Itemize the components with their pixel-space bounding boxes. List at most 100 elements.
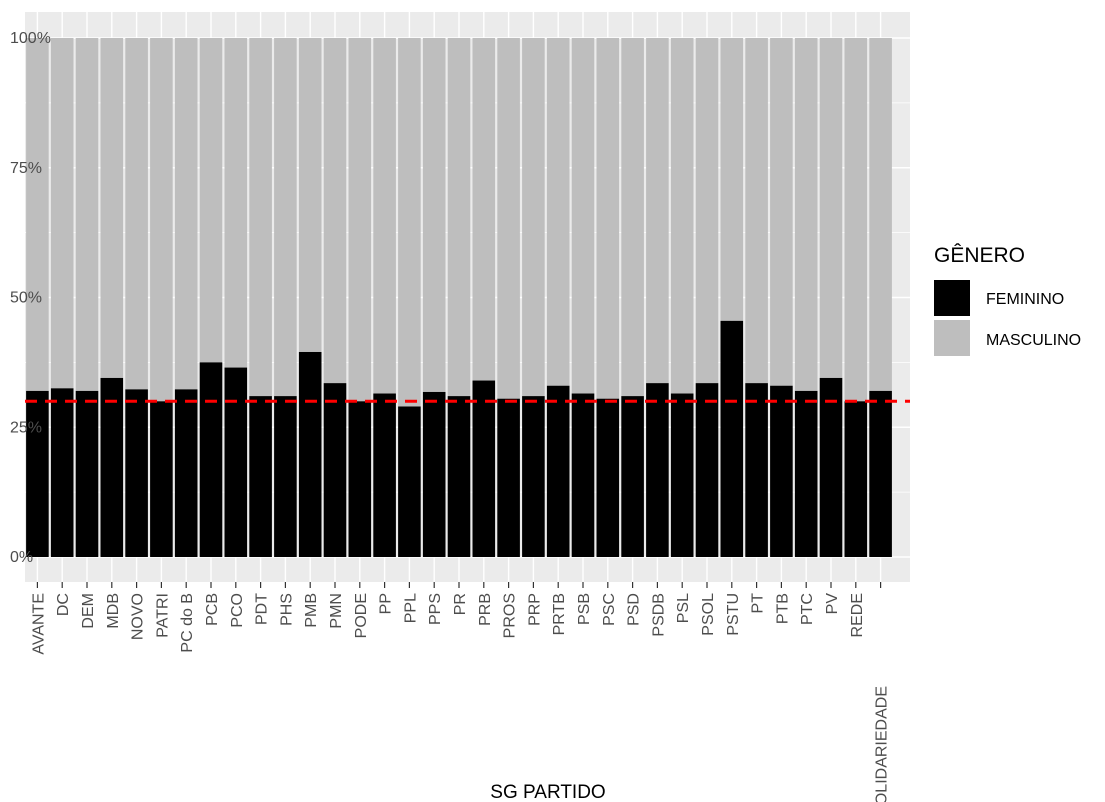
y-tick-label: 25%: [10, 419, 42, 436]
bar-masculino: [522, 38, 545, 397]
bar-feminino: [150, 401, 173, 557]
x-tick-label: REDE: [849, 593, 866, 637]
bar-feminino: [869, 390, 892, 557]
bar-masculino: [596, 38, 620, 399]
x-tick-label: PROS: [502, 593, 519, 638]
x-tick-label: PRTB: [551, 593, 568, 635]
bar-masculino: [348, 38, 372, 402]
x-tick-label: PSB: [576, 593, 593, 625]
bar-masculino: [323, 38, 347, 384]
x-tick-label: DC: [55, 593, 72, 616]
x-tick-label: PSDB: [650, 593, 667, 637]
bar-masculino: [150, 38, 173, 402]
x-tick-label: PC do B: [179, 593, 196, 653]
x-tick-label: PPS: [427, 593, 444, 625]
bar-masculino: [174, 38, 198, 390]
x-tick-label: AVANTE: [30, 593, 47, 655]
x-tick-label: PCB: [204, 593, 221, 626]
bar-feminino: [100, 377, 124, 557]
bar-feminino: [75, 390, 99, 557]
bar-masculino: [695, 38, 719, 384]
bar-feminino: [50, 388, 74, 557]
bar-masculino: [50, 38, 74, 389]
bar-feminino: [646, 383, 669, 557]
bar-masculino: [274, 38, 297, 397]
x-tick-label: PV: [824, 593, 841, 615]
bar-masculino: [646, 38, 669, 384]
bar-feminino: [571, 393, 595, 557]
legend: GÊNERO FEMININO MASCULINO: [934, 244, 1081, 356]
bar-masculino: [745, 38, 768, 384]
x-tick-label: PTB: [774, 593, 791, 624]
bar-masculino: [670, 38, 694, 394]
x-tick-label: NOVO: [130, 593, 147, 640]
legend-label-feminino: FEMININO: [986, 291, 1064, 308]
bar-masculino: [869, 38, 892, 391]
bar-feminino: [670, 393, 694, 557]
x-tick-label: PSTU: [725, 593, 742, 636]
x-axis-title: SG PARTIDO: [490, 782, 605, 802]
y-axis: 0% 25% 50% 75% 100%: [10, 30, 51, 566]
bar-masculino: [26, 38, 49, 391]
y-tick-label: 50%: [10, 290, 42, 307]
bar-feminino: [224, 367, 248, 557]
x-tick-label: PCO: [229, 593, 246, 628]
x-tick-label: PDT: [254, 593, 271, 625]
bar-masculino: [100, 38, 124, 378]
bar-masculino: [373, 38, 396, 394]
bar-masculino: [422, 38, 446, 392]
bar-feminino: [298, 351, 322, 557]
y-tick-label: 75%: [10, 160, 42, 177]
bar-feminino: [770, 385, 793, 557]
bar-masculino: [819, 38, 843, 378]
x-tick-label: PATRI: [154, 593, 171, 638]
bar-masculino: [447, 38, 471, 397]
x-tick-label: PMB: [303, 593, 320, 628]
bar-feminino: [844, 401, 868, 557]
bar-masculino: [621, 38, 644, 397]
x-tick-label: PRB: [477, 593, 494, 626]
bar-masculino: [497, 38, 520, 399]
bar-feminino: [422, 391, 446, 557]
x-tick-label: PSL: [675, 593, 692, 623]
x-tick-label: PRP: [526, 593, 543, 626]
x-tick-label: PSD: [626, 593, 643, 626]
legend-key-masculino: [934, 320, 970, 356]
bar-feminino: [695, 383, 719, 557]
x-tick-label: PP: [378, 593, 395, 614]
bar-feminino: [348, 401, 372, 557]
bar-feminino: [522, 396, 545, 557]
x-tick-label: PHS: [278, 593, 295, 626]
bar-feminino: [249, 396, 272, 557]
bar-masculino: [125, 38, 148, 390]
bar-feminino: [274, 396, 297, 557]
bar-feminino: [373, 393, 396, 557]
x-tick-label: PTC: [799, 593, 816, 625]
legend-label-masculino: MASCULINO: [986, 332, 1081, 349]
bar-masculino: [794, 38, 818, 391]
x-tick-label: SOLIDARIEDADE: [874, 686, 891, 802]
bar-masculino: [298, 38, 322, 352]
bar-masculino: [770, 38, 793, 386]
bar-masculino: [571, 38, 595, 394]
bar-feminino: [621, 396, 644, 557]
bar-feminino: [199, 362, 223, 557]
bar-feminino: [26, 390, 49, 557]
bar-feminino: [546, 385, 570, 557]
x-tick-label: PMN: [328, 593, 345, 629]
bar-masculino: [249, 38, 272, 397]
bar-feminino: [794, 390, 818, 557]
x-axis: AVANTE DC DEM MDB NOVO PATRI PC do B PCB PCO PDT P…: [30, 582, 891, 802]
bar-feminino: [174, 389, 198, 557]
y-tick-label: 100%: [10, 30, 51, 47]
bars-layer: [26, 38, 892, 557]
bar-masculino: [224, 38, 248, 368]
bar-feminino: [745, 383, 768, 557]
x-tick-label: PPL: [402, 593, 419, 623]
legend-title: GÊNERO: [934, 244, 1025, 267]
x-tick-label: PT: [750, 593, 767, 614]
bar-feminino: [447, 396, 471, 557]
bar-feminino: [472, 380, 496, 557]
bar-masculino: [472, 38, 496, 381]
bar-feminino: [125, 389, 148, 557]
